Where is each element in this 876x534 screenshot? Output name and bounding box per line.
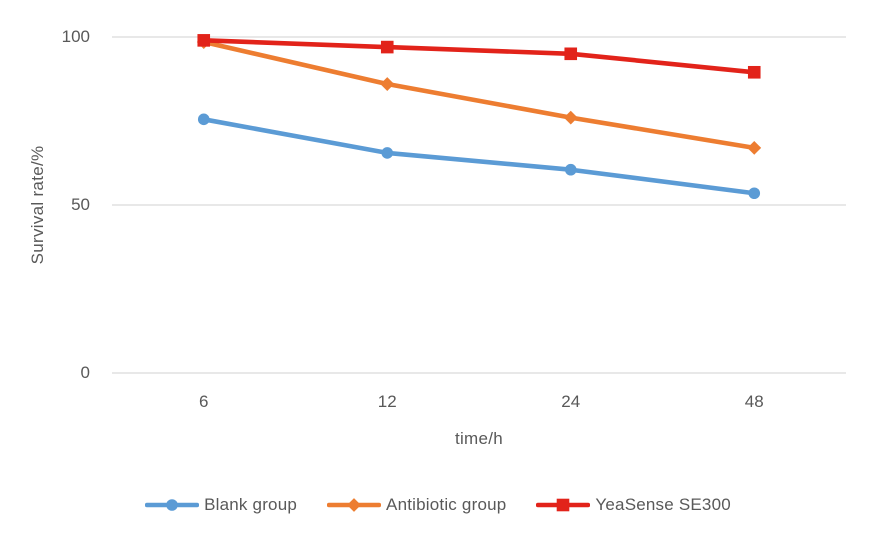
- square-marker: [557, 498, 570, 512]
- circle-marker: [166, 499, 178, 511]
- legend-item-blank-group: Blank group: [145, 495, 297, 515]
- x-tick-label-48: 48: [744, 392, 764, 411]
- square-marker: [747, 65, 761, 79]
- circle-marker: [564, 163, 577, 176]
- legend-item-antibiotic-group: Antibiotic group: [327, 495, 506, 515]
- circle-marker: [381, 147, 394, 159]
- legend-label: Antibiotic group: [386, 495, 507, 514]
- series-blank-group: [197, 113, 761, 200]
- legend-square-marker-icon: [536, 498, 591, 512]
- legend-label: YeaSense SE300: [595, 495, 731, 514]
- circle-marker: [748, 187, 761, 200]
- diamond-marker: [347, 498, 361, 512]
- diamond-marker: [563, 110, 578, 125]
- square-marker: [564, 47, 578, 61]
- x-tick-label-12: 12: [377, 392, 397, 411]
- chart-legend: Blank group Antibiotic group YeaSense SE30…: [0, 493, 876, 517]
- x-tick-label-24: 24: [561, 392, 581, 411]
- legend-diamond-marker-icon: [327, 498, 382, 512]
- series-yeasense-se300: [197, 34, 761, 79]
- legend-circle-marker-icon: [145, 499, 200, 511]
- series-antibiotic-group: [196, 35, 762, 155]
- legend-label: Blank group: [204, 495, 298, 514]
- y-tick-label-100: 100: [61, 27, 90, 46]
- square-marker: [197, 34, 211, 47]
- diamond-marker: [747, 140, 762, 155]
- diamond-marker: [380, 77, 395, 91]
- square-marker: [380, 40, 394, 54]
- legend-item-yeasense-se300: YeaSense SE300: [536, 495, 731, 515]
- circle-marker: [197, 113, 210, 126]
- x-axis-title: time/h: [454, 429, 504, 448]
- x-tick-label-6: 6: [199, 392, 209, 411]
- y-tick-label-50: 50: [71, 195, 90, 214]
- y-tick-label-0: 0: [80, 363, 90, 382]
